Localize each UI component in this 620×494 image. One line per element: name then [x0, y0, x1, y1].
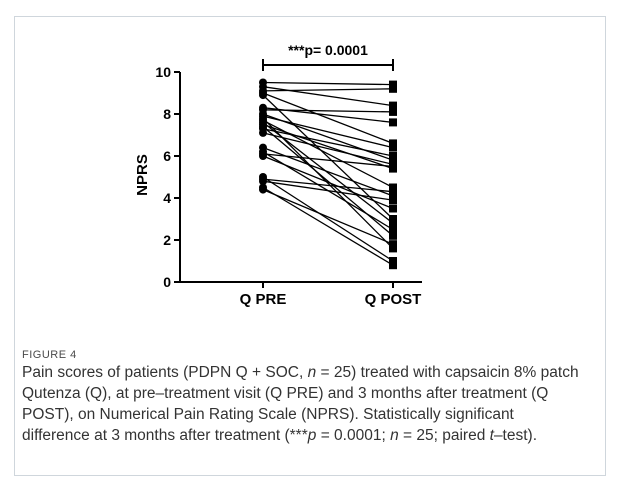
- post-point: [389, 244, 397, 253]
- patient-line: [262, 153, 394, 168]
- patient-line: [262, 189, 394, 245]
- patient-line: [262, 115, 394, 149]
- patient-line: [262, 128, 394, 157]
- post-point: [389, 80, 397, 89]
- post-point: [389, 162, 397, 171]
- y-axis-label: NPRS: [134, 154, 151, 196]
- post-point: [389, 118, 397, 127]
- post-point: [389, 219, 397, 228]
- patient-line: [262, 186, 394, 266]
- post-point: [389, 196, 397, 205]
- patient-line: [262, 81, 394, 86]
- patient-line: [262, 178, 394, 193]
- patient-line: [262, 180, 394, 201]
- patient-line: [262, 176, 394, 262]
- post-point: [389, 143, 397, 152]
- post-point: [389, 231, 397, 240]
- pre-point: [259, 152, 267, 160]
- y-tick-label: 8: [163, 106, 171, 122]
- y-tick-label: 6: [163, 148, 171, 164]
- post-point: [389, 152, 397, 160]
- post-point: [389, 215, 397, 223]
- patient-line: [262, 132, 394, 166]
- pre-point: [259, 185, 267, 194]
- figure-caption: Pain scores of patients (PDPN Q + SOC, n…: [22, 362, 582, 446]
- significance-bracket: ***p= 0.0001: [262, 42, 394, 71]
- patient-line: [262, 146, 394, 197]
- caption-text-run: Pain scores of patients (PDPN Q + SOC,: [22, 364, 308, 381]
- y-tick-label: 2: [163, 232, 171, 248]
- patient-line: [262, 94, 394, 220]
- series-lines: [262, 81, 394, 266]
- figure-label: FIGURE 4: [22, 349, 77, 361]
- patient-line: [262, 88, 394, 92]
- figure-panel: [14, 16, 606, 476]
- post-point: [389, 156, 397, 165]
- patient-line: [262, 109, 394, 113]
- y-tick-label: 10: [155, 64, 171, 80]
- post-point: [389, 240, 397, 249]
- x-tick-label: Q POST: [365, 291, 422, 308]
- caption-italic-run: p: [307, 427, 317, 444]
- post-point: [389, 191, 397, 200]
- caption-text-run: = 0.0001;: [316, 427, 391, 444]
- patient-line: [262, 92, 394, 145]
- post-point: [389, 84, 397, 93]
- patient-line: [262, 123, 394, 170]
- caption-text-run: = 25) treated with capsaicin 8% patch Qu…: [22, 364, 579, 444]
- post-point: [389, 183, 397, 192]
- y-tick-label: 0: [163, 274, 171, 290]
- caption-text-run: = 25; paired: [398, 427, 490, 444]
- post-point: [389, 107, 397, 116]
- patient-line: [262, 155, 394, 210]
- pre-point: [259, 177, 267, 186]
- y-tick-label: 4: [163, 190, 171, 206]
- pre-point: [259, 128, 267, 137]
- post-point: [389, 225, 397, 234]
- caption-italic-run: n: [307, 364, 317, 381]
- pre-point: [259, 91, 267, 100]
- x-tick-label: Q PRE: [240, 291, 287, 308]
- post-point: [389, 101, 397, 110]
- post-point: [389, 257, 397, 265]
- post-point: [389, 139, 397, 148]
- post-point: [389, 204, 397, 213]
- series-markers: [259, 78, 397, 270]
- paired-line-chart: NPRS 0 2 4 6 8 10 Q PRE Q POST ***p= 0.0001: [134, 42, 422, 308]
- patient-line: [262, 86, 394, 107]
- patient-line: [262, 121, 394, 224]
- significance-label: ***p= 0.0001: [288, 42, 368, 58]
- post-point: [389, 187, 397, 196]
- post-point: [389, 261, 397, 270]
- caption-text-run: –test).: [493, 427, 538, 444]
- patient-line: [262, 126, 394, 237]
- caption-italic-run: t: [489, 427, 494, 444]
- caption-italic-run: n: [390, 427, 399, 444]
- axes: 0 2 4 6 8 10 Q PRE Q POST: [155, 64, 422, 308]
